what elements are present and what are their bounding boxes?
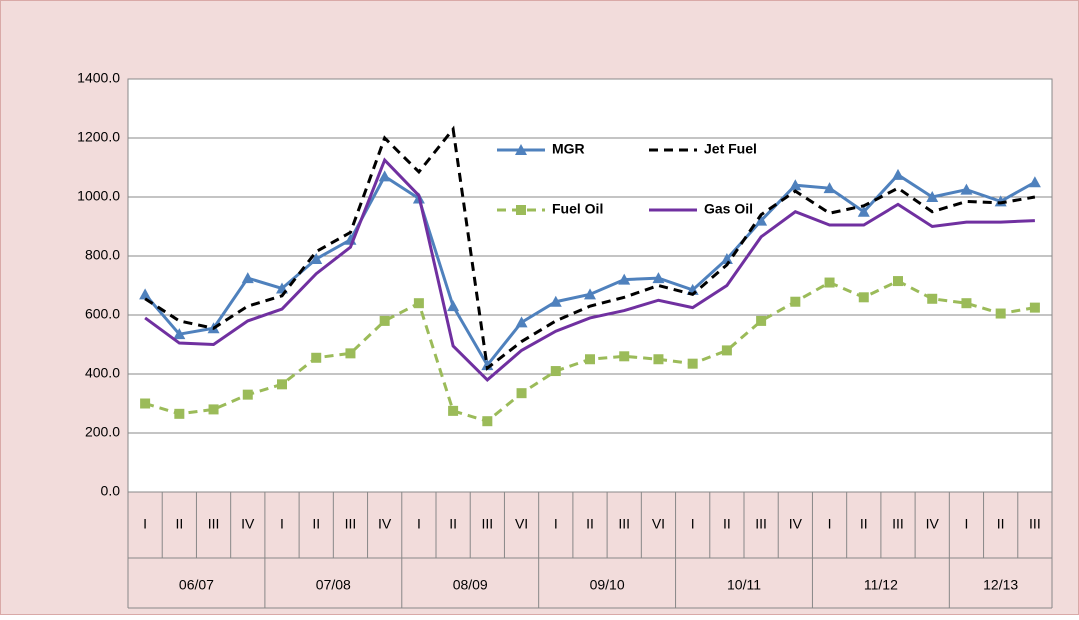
x-tick-label: II (997, 516, 1005, 532)
marker (584, 288, 596, 300)
x-tick-label: III (892, 516, 904, 532)
marker (1029, 302, 1040, 313)
marker (140, 398, 151, 409)
marker (756, 315, 767, 326)
marker (413, 298, 424, 309)
marker (755, 214, 768, 226)
marker (790, 296, 801, 307)
legend-marker (516, 205, 526, 215)
x-tick-label: I (828, 516, 832, 532)
x-tick-label: I (280, 516, 284, 532)
legend-marker (515, 144, 527, 155)
series-line (144, 125, 1036, 371)
marker (824, 277, 835, 288)
group-label: 06/07 (179, 577, 214, 593)
y-tick-label: 600.0 (85, 306, 120, 322)
x-tick-label: I (964, 516, 968, 532)
marker (720, 252, 733, 264)
x-tick-label: II (175, 516, 183, 532)
x-tick-label: II (586, 516, 594, 532)
legend-label: Jet Fuel (704, 141, 757, 157)
y-tick-label: 200.0 (85, 424, 120, 440)
legend-label: Fuel Oil (552, 201, 603, 217)
group-label: 07/08 (316, 577, 351, 593)
marker (516, 388, 527, 399)
y-tick-label: 1000.0 (77, 188, 120, 204)
marker (515, 316, 528, 328)
x-tick-label: VI (652, 516, 665, 532)
y-tick-label: 0.0 (101, 483, 121, 499)
marker (139, 288, 152, 300)
marker (482, 416, 493, 427)
x-tick-label: III (345, 516, 357, 532)
x-tick-label: III (755, 516, 767, 532)
y-tick-label: 400.0 (85, 365, 120, 381)
legend-label: MGR (552, 141, 585, 157)
marker (926, 191, 939, 202)
marker (448, 405, 459, 416)
x-tick-label: II (312, 516, 320, 532)
group-label: 12/13 (983, 577, 1018, 593)
y-tick-label: 800.0 (85, 247, 120, 263)
x-tick-label: III (208, 516, 220, 532)
group-label: 10/11 (727, 577, 761, 593)
x-tick-label: III (618, 516, 630, 532)
y-tick-label: 1200.0 (77, 129, 120, 145)
group-label: 09/10 (590, 577, 625, 593)
marker (242, 389, 253, 400)
marker (379, 315, 390, 326)
marker (447, 300, 460, 312)
marker (789, 179, 802, 191)
x-tick-label: III (481, 516, 493, 532)
x-tick-label: IV (789, 516, 803, 532)
x-tick-label: IV (926, 516, 940, 532)
marker (1028, 176, 1041, 188)
marker (995, 308, 1006, 319)
y-tick-label: 1400.0 (77, 70, 120, 86)
x-tick-label: II (723, 516, 731, 532)
marker (892, 168, 904, 180)
group-label: 08/09 (453, 577, 488, 593)
marker (311, 352, 322, 363)
marker (345, 348, 356, 359)
marker (927, 293, 938, 304)
x-tick-label: III (1029, 516, 1041, 532)
x-tick-label: II (449, 516, 457, 532)
x-tick-label: I (143, 516, 147, 532)
marker (174, 408, 185, 419)
plot-area (127, 78, 1053, 493)
marker (241, 272, 254, 284)
marker (687, 358, 698, 369)
group-label: 11/12 (864, 577, 898, 593)
marker (585, 354, 595, 365)
series-line (144, 157, 1035, 382)
marker (652, 272, 665, 284)
marker (550, 366, 561, 377)
marker (960, 183, 973, 195)
marker (619, 351, 630, 362)
marker (378, 170, 391, 182)
marker (653, 354, 664, 365)
legend-label: Gas Oil (704, 201, 753, 217)
marker (618, 273, 631, 285)
marker (173, 328, 186, 340)
marker (310, 252, 323, 264)
x-tick-label: II (860, 516, 868, 532)
marker (857, 205, 870, 217)
x-tick-label: VI (515, 516, 528, 532)
x-tick-label: I (691, 516, 695, 532)
marker (208, 404, 219, 415)
x-tick-label: I (417, 516, 421, 532)
marker (893, 276, 903, 287)
marker (277, 379, 287, 390)
x-tick-label: IV (378, 516, 392, 532)
x-tick-label: IV (241, 516, 255, 532)
marker (549, 295, 562, 307)
x-tick-label: I (554, 516, 558, 532)
marker (961, 298, 972, 309)
marker (721, 345, 732, 356)
marker (858, 292, 869, 303)
marker (823, 182, 836, 194)
